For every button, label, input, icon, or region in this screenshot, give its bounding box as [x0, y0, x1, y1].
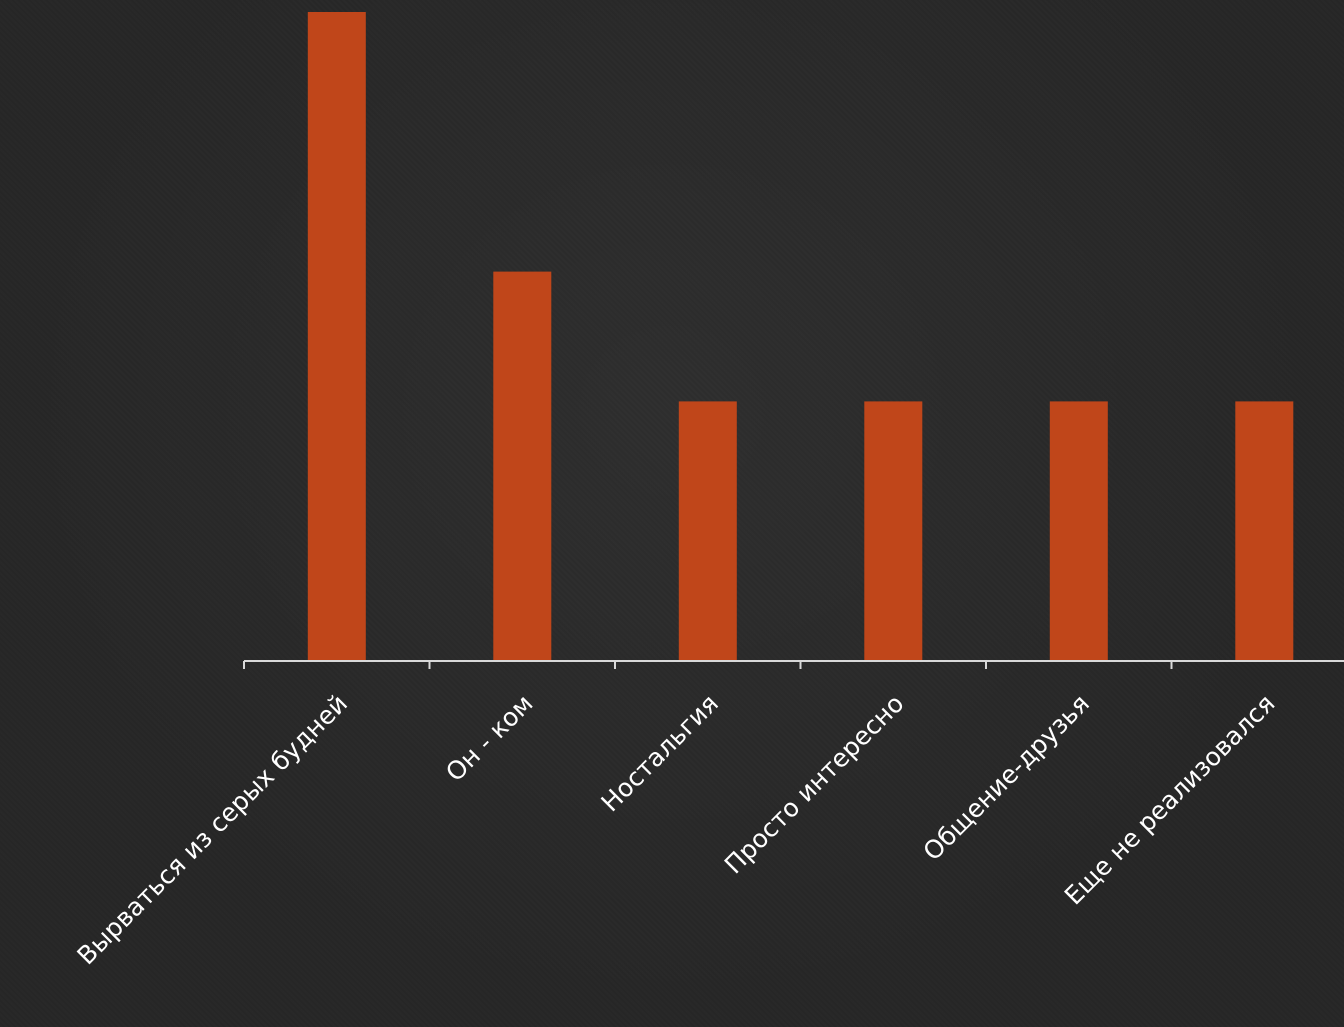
bar-4	[864, 401, 923, 661]
bar-1	[307, 12, 366, 661]
x-tick-label-2: Он - ком	[440, 689, 538, 787]
x-tick-label-6: Еще не реализовался	[1059, 689, 1281, 911]
x-tick-label-5: Общение-друзья	[918, 689, 1096, 867]
bar-3	[678, 401, 737, 661]
bar-6	[1235, 401, 1294, 661]
x-axis	[243, 660, 1344, 669]
x-tick-label-3: Ностальгия	[595, 689, 724, 818]
bars-group	[307, 12, 1294, 661]
x-tick-label-1: Вырваться из серых будней	[71, 689, 353, 971]
bar-5	[1049, 401, 1108, 661]
x-tick-labels: Вырваться из серых будней Он - ком Носталь…	[71, 689, 1280, 971]
x-tick-label-4: Просто интересно	[719, 689, 910, 880]
bar-2	[493, 271, 552, 661]
